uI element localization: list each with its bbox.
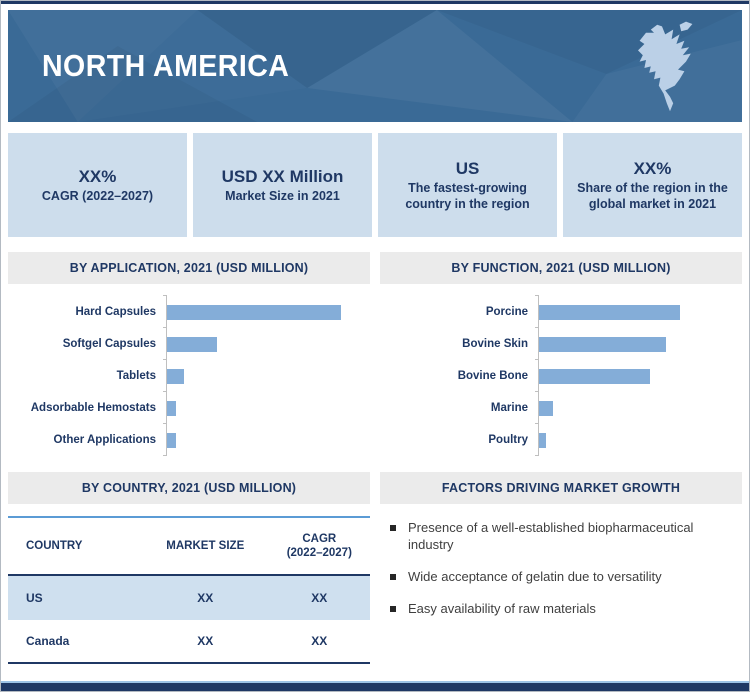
left-column: BY APPLICATION, 2021 (USD MILLION) Hard … — [8, 252, 370, 664]
bar-row: Bovine Skin — [380, 327, 742, 360]
bar-area — [163, 359, 370, 392]
factor-text: Easy availability of raw materials — [408, 600, 596, 616]
bar — [539, 368, 650, 384]
stat-box-3: XX% Share of the region in the global mar… — [563, 133, 742, 237]
function-bar-chart: Porcine Bovine Skin Bovine Bone Marine Poult… — [380, 290, 742, 462]
factor-text: Wide acceptance of gelatin due to versat… — [408, 568, 662, 584]
section-header-factors: FACTORS DRIVING MARKET GROWTH — [380, 472, 742, 504]
factor-item: Easy availability of raw materials — [390, 601, 736, 618]
bar-label: Poultry — [488, 434, 528, 446]
factor-item: Wide acceptance of gelatin due to versat… — [390, 569, 736, 586]
bar-area — [535, 295, 742, 328]
stat-label: The fastest-growing country in the regio… — [405, 180, 530, 212]
page-title: NORTH AMERICA — [42, 48, 290, 83]
bar-label: Bovine Skin — [462, 338, 528, 350]
bar-area — [163, 391, 370, 424]
factor-text: Presence of a well-established biopharma… — [408, 520, 694, 552]
bar — [539, 400, 553, 416]
bar-label: Porcine — [485, 306, 528, 318]
bullet-square-icon — [390, 605, 396, 612]
bar-row: Marine — [380, 391, 742, 424]
bar-row: Tablets — [8, 359, 370, 392]
table-cell: Canada — [26, 633, 70, 648]
stat-box-1: USD XX Million Market Size in 2021 — [193, 133, 372, 237]
bar — [539, 432, 546, 448]
stat-label: CAGR (2022–2027) — [41, 188, 154, 203]
table-cell: XX — [197, 590, 214, 605]
bar-area — [535, 391, 742, 424]
bar — [167, 336, 217, 352]
country-table: COUNTRY MARKET SIZE CAGR (2022–2027) US XX XX C… — [8, 516, 370, 664]
bar-row: Other Applications — [8, 423, 370, 456]
bar — [167, 432, 176, 448]
bar — [539, 336, 666, 352]
stat-box-2: US The fastest-growing country in the reg… — [378, 133, 557, 237]
bar-area — [163, 327, 370, 360]
bar — [167, 400, 176, 416]
stats-row: XX% CAGR (2022–2027) USD XX Million Market … — [8, 133, 742, 237]
bar — [539, 304, 680, 320]
table-cell: XX — [311, 633, 328, 648]
bar-row: Softgel Capsules — [8, 327, 370, 360]
stat-value: XX% — [633, 158, 672, 178]
stat-box-0: XX% CAGR (2022–2027) — [8, 133, 187, 237]
factor-item: Presence of a well-established biopharma… — [390, 520, 736, 554]
section-header-function: BY FUNCTION, 2021 (USD MILLION) — [380, 252, 742, 284]
region-banner: NORTH AMERICA — [8, 10, 742, 122]
right-column: BY FUNCTION, 2021 (USD MILLION) Porcine B… — [380, 252, 742, 664]
bar-row: Poultry — [380, 423, 742, 456]
bar-row: Bovine Bone — [380, 359, 742, 392]
bar-label: Bovine Bone — [457, 370, 528, 382]
bar-row: Hard Capsules — [8, 295, 370, 328]
bar — [167, 304, 341, 320]
stat-label: Share of the region in the global market… — [577, 180, 728, 212]
table-row: Canada XX XX — [8, 620, 370, 664]
top-accent-line — [1, 1, 749, 4]
bar — [167, 368, 184, 384]
bar-row: Porcine — [380, 295, 742, 328]
bar-area — [163, 423, 370, 456]
table-cell: XX — [197, 633, 214, 648]
bar-label: Softgel Capsules — [62, 338, 156, 350]
stat-value: XX% — [78, 166, 117, 186]
bar-label: Other Applications — [53, 434, 156, 446]
table-header-cell: MARKET SIZE — [166, 539, 245, 552]
bullet-square-icon — [390, 525, 396, 531]
section-header-application: BY APPLICATION, 2021 (USD MILLION) — [8, 252, 370, 284]
bar-area — [535, 423, 742, 456]
bar-label: Tablets — [116, 370, 156, 382]
table-header-cell: CAGR (2022–2027) — [286, 532, 352, 559]
content-columns: BY APPLICATION, 2021 (USD MILLION) Hard … — [8, 252, 742, 664]
factors-list: Presence of a well-established biopharma… — [380, 520, 742, 618]
bar-label: Marine — [490, 402, 528, 414]
bottom-accent-bar — [1, 681, 749, 691]
table-cell: US — [26, 590, 43, 605]
table-header-row: COUNTRY MARKET SIZE CAGR (2022–2027) — [8, 518, 370, 576]
section-header-country: BY COUNTRY, 2021 (USD MILLION) — [8, 472, 370, 504]
banner-facet-pattern — [8, 10, 742, 122]
bullet-square-icon — [390, 573, 396, 580]
stat-value: US — [455, 158, 480, 178]
bar-area — [535, 327, 742, 360]
table-row: US XX XX — [8, 576, 370, 620]
north-america-map-icon — [626, 20, 714, 116]
stat-value: USD XX Million — [221, 166, 344, 186]
bar-label: Hard Capsules — [75, 306, 156, 318]
bar-area — [163, 295, 370, 328]
bar-row: Adsorbable Hemostats — [8, 391, 370, 424]
table-header-cell: COUNTRY — [26, 539, 83, 552]
stat-label: Market Size in 2021 — [225, 188, 340, 203]
table-cell: XX — [311, 590, 328, 605]
application-bar-chart: Hard Capsules Softgel Capsules Tablets Adso… — [8, 290, 370, 462]
bar-area — [535, 359, 742, 392]
bar-label: Adsorbable Hemostats — [30, 402, 156, 414]
